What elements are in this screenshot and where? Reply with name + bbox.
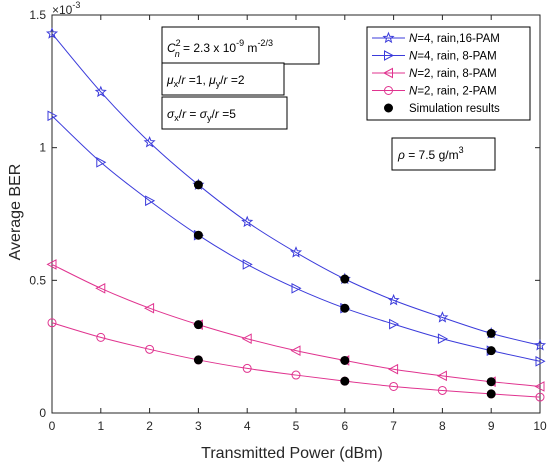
series-marker xyxy=(95,282,106,294)
simulation-point xyxy=(340,355,350,365)
simulation-point xyxy=(340,274,350,284)
y-tick-label: 0.5 xyxy=(29,273,46,287)
series-marker xyxy=(389,381,399,391)
series-marker xyxy=(535,355,546,367)
series-line xyxy=(51,263,541,387)
svg-text:ρ = 7.5 g/m3: ρ = 7.5 g/m3 xyxy=(397,145,464,162)
x-tick-label: 8 xyxy=(439,419,446,433)
legend-marker xyxy=(382,31,395,44)
x-tick-label: 2 xyxy=(146,419,153,433)
legend-marker xyxy=(384,86,393,95)
axes: 0 1 2 3 4 5 6 7 8 9 10 0 0.5 1 1.5 xyxy=(29,8,547,433)
legend-label: N=4, rain, 8-PAM xyxy=(409,51,497,63)
legend-entry-simulation: Simulation results xyxy=(384,103,500,115)
series-marker xyxy=(96,156,107,168)
x-tick-label: 3 xyxy=(195,419,202,433)
legend-label: N=2, rain, 2-PAM xyxy=(409,86,497,98)
svg-text:σx/r = σy/r =5: σx/r = σy/r =5 xyxy=(167,107,236,123)
simulation-point xyxy=(486,389,496,399)
series-marker xyxy=(94,85,107,98)
simulation-points xyxy=(193,180,496,399)
series-marker xyxy=(145,195,156,207)
series-1 xyxy=(45,27,547,351)
simulation-point xyxy=(193,180,203,190)
simulation-point xyxy=(193,355,203,365)
y-tick-label: 1.5 xyxy=(29,8,46,22)
legend-marker xyxy=(384,50,395,61)
series-marker xyxy=(290,345,301,356)
annotation-mu: μx/r =1, μy/r =2 xyxy=(161,62,285,96)
simulation-point xyxy=(486,346,496,356)
series-marker xyxy=(388,363,399,375)
series-marker xyxy=(437,385,447,395)
y-tick-label: 0 xyxy=(39,406,46,420)
simulation-point xyxy=(193,230,203,240)
series-marker xyxy=(45,27,59,39)
series-marker xyxy=(436,370,447,382)
series-marker xyxy=(535,392,545,402)
legend-entry: N=4, rain,16-PAM xyxy=(372,31,500,45)
series-marker xyxy=(437,333,448,345)
series-marker xyxy=(291,370,301,380)
series-marker xyxy=(242,363,252,373)
series-marker xyxy=(96,332,106,342)
x-tick-label: 1 xyxy=(97,419,104,433)
series-marker xyxy=(242,259,253,270)
x-tick-label: 7 xyxy=(390,419,397,433)
series-marker xyxy=(534,381,545,392)
legend-entry: N=2, rain, 2-PAM xyxy=(372,86,497,98)
series-marker xyxy=(389,318,400,330)
annotation-sigma: σx/r = σy/r =5 xyxy=(161,96,288,130)
svg-text:C2n = 2.3 x 10-9 m-2/3: C2 n = 2.3 x 10-9 m-2/3 xyxy=(167,38,273,59)
legend-marker xyxy=(382,67,393,79)
series-marker xyxy=(291,282,302,294)
series-marker xyxy=(47,110,58,122)
series-line xyxy=(51,322,541,398)
series-marker xyxy=(241,333,252,345)
series-marker xyxy=(436,311,449,323)
x-tick-label: 4 xyxy=(244,419,251,433)
series-line xyxy=(51,115,541,362)
simulation-point xyxy=(486,377,496,387)
series-marker xyxy=(143,136,156,148)
legend-entry: N=4, rain, 8-PAM xyxy=(372,50,497,63)
simulation-point xyxy=(486,328,496,338)
legend-entry: N=2, rain, 8-PAM xyxy=(372,67,497,80)
legend-label: N=4, rain,16-PAM xyxy=(409,33,500,45)
x-tick-label: 0 xyxy=(49,419,56,433)
simulation-point xyxy=(340,303,350,313)
x-tick-label: 5 xyxy=(293,419,300,433)
x-axis-title: Transmitted Power (dBm) xyxy=(201,445,383,462)
series-marker xyxy=(241,215,254,228)
legend: N=4, rain,16-PAM N=4, rain, 8-PAM N=2, rai… xyxy=(366,26,531,121)
annotation-rho: ρ = 7.5 g/m3 xyxy=(391,137,496,171)
series-marker xyxy=(533,338,547,351)
simulation-point xyxy=(193,320,203,330)
legend-label: Simulation results xyxy=(409,103,500,115)
series-marker xyxy=(47,318,57,328)
annotation-cn2: C2 n = 2.3 x 10-9 m-2/3 xyxy=(161,26,320,65)
x-tick-label: 10 xyxy=(533,419,547,433)
y-tick-label: 1 xyxy=(39,141,46,155)
svg-text:μx/r =1, μy/r =2: μx/r =1, μy/r =2 xyxy=(166,73,245,89)
y-axis-exponent: ×10-3 xyxy=(52,0,80,17)
legend-marker xyxy=(384,103,393,113)
series-2 xyxy=(47,110,546,367)
series-marker xyxy=(144,302,155,314)
y-axis-title: Average BER xyxy=(7,164,24,261)
legend-label: N=2, rain, 8-PAM xyxy=(409,68,497,80)
x-tick-label: 6 xyxy=(341,419,348,433)
series-marker xyxy=(387,293,400,306)
series-marker xyxy=(46,259,57,270)
series-marker xyxy=(145,344,155,354)
x-tick-label: 9 xyxy=(488,419,495,433)
simulation-point xyxy=(340,376,350,386)
series-marker xyxy=(289,246,303,258)
